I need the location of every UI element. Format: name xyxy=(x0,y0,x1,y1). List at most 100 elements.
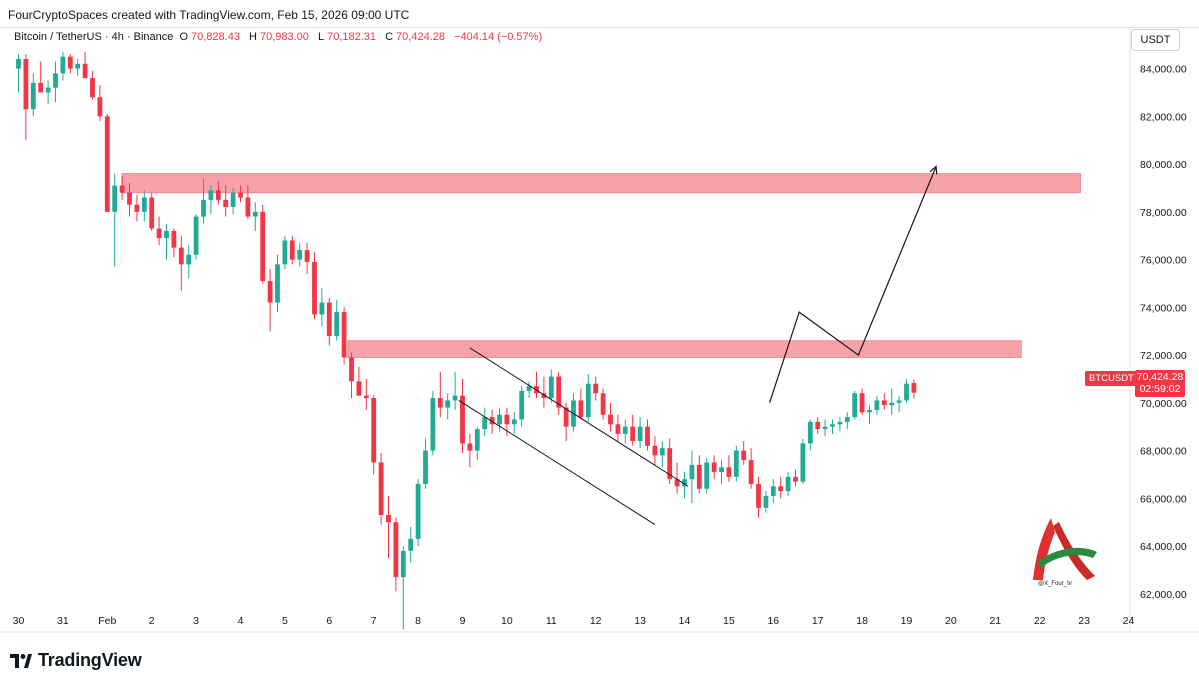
header-divider xyxy=(0,27,1199,28)
candle-body xyxy=(430,398,436,451)
candle-body xyxy=(60,56,66,74)
candle xyxy=(689,450,695,504)
candle xyxy=(119,176,125,200)
candle-body xyxy=(593,383,599,394)
last-price-value: 70,424.28 xyxy=(1136,371,1184,383)
candle xyxy=(682,472,687,499)
candle xyxy=(704,457,710,494)
candle xyxy=(245,185,251,219)
candle-body xyxy=(319,302,325,315)
candle-body xyxy=(489,417,495,425)
candle-body xyxy=(371,398,377,463)
time-tick-label: 30 xyxy=(13,615,25,627)
candle xyxy=(400,546,406,630)
candle-body xyxy=(911,383,917,393)
candle xyxy=(467,433,473,468)
candle xyxy=(452,371,458,410)
price-tick-label: 70,000.00 xyxy=(1140,398,1187,410)
candle xyxy=(53,61,58,103)
candle xyxy=(319,288,325,327)
price-tick-label: 66,000.00 xyxy=(1140,493,1187,505)
candle xyxy=(312,252,317,320)
candle-body xyxy=(874,400,880,410)
candle-body xyxy=(23,59,29,110)
candle-body xyxy=(267,281,273,303)
candle xyxy=(556,371,562,415)
candle-body xyxy=(807,421,813,444)
high-value: 70,983.00 xyxy=(259,31,309,43)
candle xyxy=(230,187,236,215)
candle-body xyxy=(349,357,354,382)
candle xyxy=(334,300,340,341)
resistance-zones xyxy=(121,173,1081,358)
candle xyxy=(349,352,354,399)
footer-brand-text: TradingView xyxy=(38,650,142,670)
candle-body xyxy=(585,383,591,418)
candle xyxy=(889,388,895,415)
time-tick-label: 2 xyxy=(149,615,155,627)
candle-body xyxy=(859,393,865,413)
symbol-info-bar: Bitcoin / TetherUS · 4h · Binance O 70,82… xyxy=(14,31,545,43)
close-label: C xyxy=(385,31,394,43)
price-tick-label: 64,000.00 xyxy=(1140,541,1187,553)
price-axis: 62,000.00 64,000.00 66,000.00 68,000.00 70,0… xyxy=(1140,64,1187,601)
time-tick-label: 15 xyxy=(723,615,735,627)
candle xyxy=(141,190,147,222)
time-axis: 30 31 Feb 2 3 4 5 6 7 8 9 10 11 12 13 14 15 16 17 18 19 20 21 2… xyxy=(13,615,1135,627)
candle-body xyxy=(467,443,473,451)
candle xyxy=(82,51,88,79)
candle-body xyxy=(889,402,895,406)
candle-body xyxy=(815,421,821,430)
candle-body xyxy=(297,250,303,260)
candle-body xyxy=(149,197,155,229)
candle-body xyxy=(289,240,295,260)
time-tick-label: 21 xyxy=(989,615,1001,627)
candle-body xyxy=(215,190,221,200)
candle-body xyxy=(304,250,310,262)
candle-body xyxy=(400,550,406,578)
time-tick-label: 12 xyxy=(590,615,602,627)
close-value: 70,424.28 xyxy=(396,31,445,43)
candle xyxy=(430,390,436,456)
candle-body xyxy=(393,522,399,578)
price-tick-label: 62,000.00 xyxy=(1140,589,1187,601)
footer-brand[interactable]: TradingView xyxy=(10,650,142,671)
price-tick-label: 76,000.00 xyxy=(1140,255,1187,267)
candle-body xyxy=(867,409,872,413)
candle-body xyxy=(615,424,621,434)
candle-body xyxy=(38,82,44,93)
candle-body xyxy=(526,386,532,391)
low-value: 70,182.31 xyxy=(327,31,377,43)
candle-body xyxy=(141,197,147,212)
candle-body xyxy=(386,515,391,523)
candle xyxy=(652,436,658,465)
candle xyxy=(45,80,51,105)
price-tick-label: 80,000.00 xyxy=(1140,159,1187,171)
currency-button[interactable]: USDT xyxy=(1131,29,1180,51)
candle-body xyxy=(541,393,547,399)
candle-body xyxy=(622,426,628,434)
candle-body xyxy=(704,462,710,489)
candle xyxy=(415,479,421,547)
candle-body xyxy=(378,462,384,516)
candle xyxy=(637,417,643,449)
candle-body xyxy=(881,400,887,406)
candle-body xyxy=(719,467,724,473)
candle xyxy=(282,235,288,270)
candle-body xyxy=(356,381,362,396)
candle xyxy=(482,407,488,437)
ohlc-close: C 70,424.28 xyxy=(385,31,448,43)
candle-body xyxy=(408,538,414,551)
candle xyxy=(526,381,532,399)
symbol-name[interactable]: Bitcoin / TetherUS · 4h · Binance xyxy=(14,31,174,43)
price-tick-label: 68,000.00 xyxy=(1140,446,1187,458)
candle xyxy=(770,479,776,504)
candle xyxy=(593,376,599,401)
candle xyxy=(156,216,162,246)
candle xyxy=(97,85,103,122)
time-tick-label: 8 xyxy=(415,615,421,627)
candle xyxy=(534,371,539,399)
candle-body xyxy=(275,264,280,303)
time-tick-label: Feb xyxy=(98,615,116,627)
